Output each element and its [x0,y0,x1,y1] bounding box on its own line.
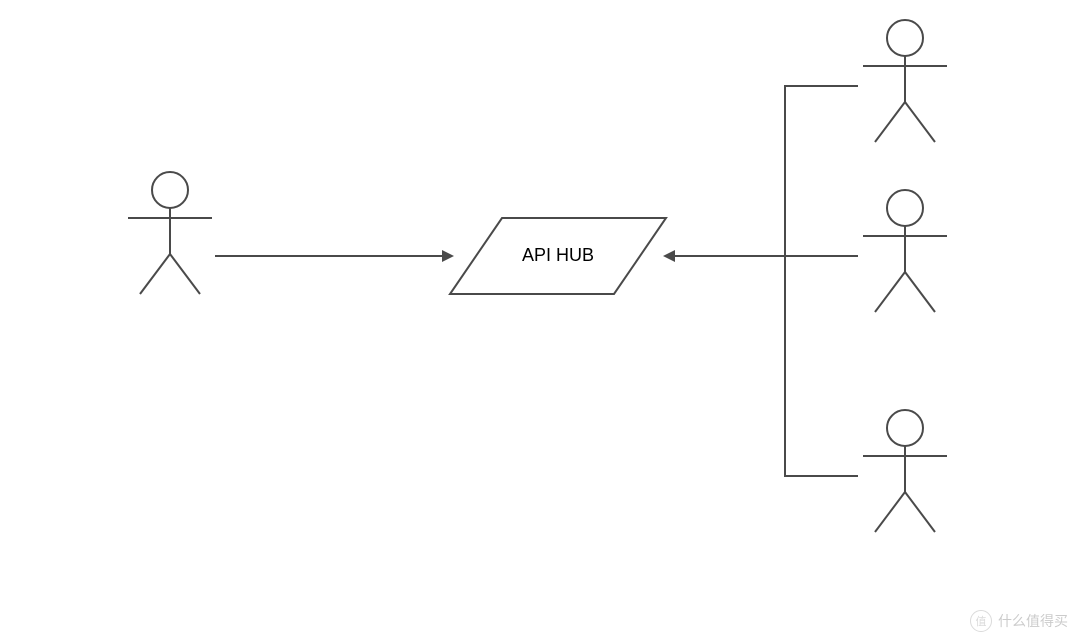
actor-right-3 [863,410,947,532]
right-actor-bracket [785,86,858,476]
diagram-canvas: API HUB [0,0,1080,642]
watermark-text: 什么值得买 [998,611,1068,631]
watermark-badge: 值 [970,610,992,632]
actor-right-2 [863,190,947,312]
actor-left [128,172,212,294]
api-hub-label: API HUB [522,245,594,265]
watermark: 值 什么值得买 [970,610,1068,632]
api-hub-node: API HUB [450,218,666,294]
actor-right-1 [863,20,947,142]
